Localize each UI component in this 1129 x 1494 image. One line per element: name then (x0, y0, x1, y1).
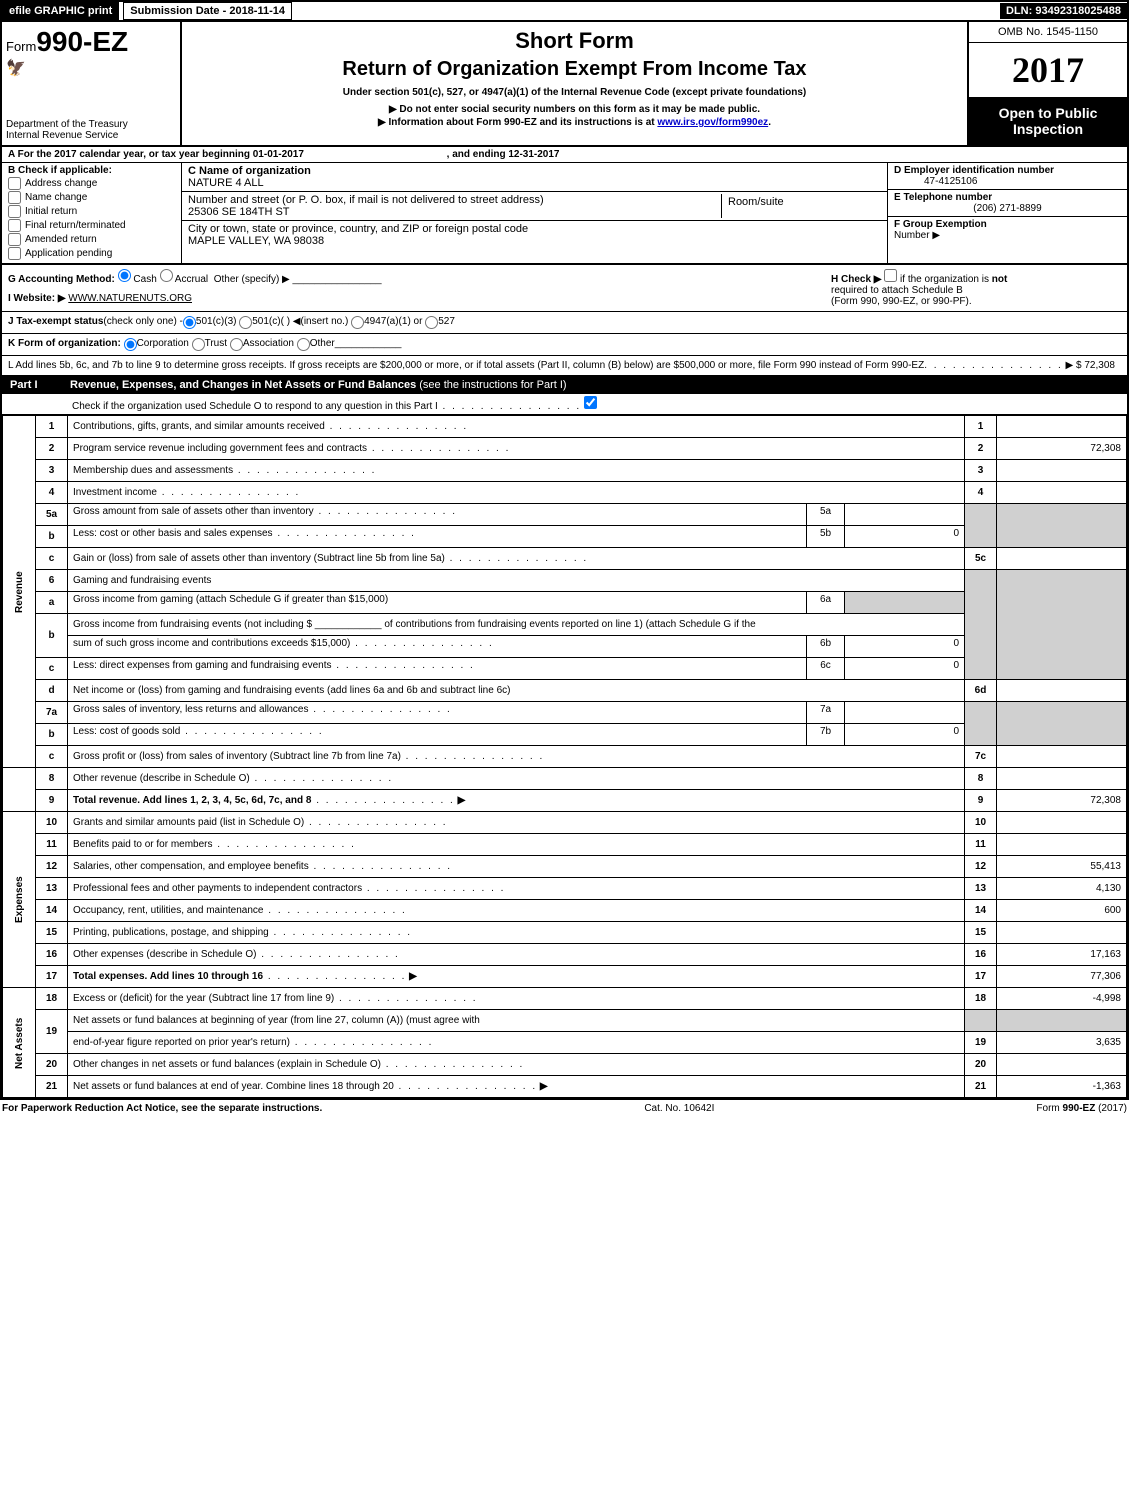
revenue-label: Revenue (3, 416, 36, 768)
netassets-label: Net Assets (3, 988, 36, 1098)
instructions-link[interactable]: www.irs.gov/form990ez (657, 117, 768, 128)
org-corporation[interactable] (124, 338, 137, 351)
box-e: E Telephone number (206) 271-8899 (888, 190, 1127, 217)
chk-final-return[interactable] (8, 219, 21, 232)
room-suite: Room/suite (721, 194, 881, 218)
row-l: L Add lines 5b, 6c, and 7b to line 9 to … (2, 355, 1127, 375)
chk-address-change[interactable] (8, 177, 21, 190)
short-form-label: Short Form (192, 28, 957, 54)
top-bar: efile GRAPHIC print Submission Date - 20… (2, 2, 1127, 20)
status-527[interactable] (425, 316, 438, 329)
box-h: H Check ▶ if the organization is not req… (821, 269, 1121, 307)
part-1-table: Revenue 1Contributions, gifts, grants, a… (2, 415, 1127, 1098)
efile-print-button[interactable]: efile GRAPHIC print (2, 2, 119, 20)
row-k: K Form of organization: Corporation Trus… (2, 333, 1127, 355)
acct-accrual[interactable] (160, 269, 173, 282)
status-501c[interactable] (239, 316, 252, 329)
chk-application-pending[interactable] (8, 247, 21, 260)
form-number: Form990-EZ (6, 26, 176, 58)
instructions-line: ▶ Information about Form 990-EZ and its … (192, 117, 957, 128)
header: Form990-EZ 🦅 Department of the Treasury … (2, 20, 1127, 145)
chk-amended-return[interactable] (8, 233, 21, 246)
org-city: MAPLE VALLEY, WA 98038 (188, 235, 881, 247)
open-to-public: Open to PublicInspection (969, 97, 1127, 145)
row-j: J Tax-exempt status(check only one) - 50… (2, 311, 1127, 333)
part-1-sub: Check if the organization used Schedule … (2, 394, 1127, 415)
chk-name-change[interactable] (8, 191, 21, 204)
chk-initial-return[interactable] (8, 205, 21, 218)
submission-date: Submission Date - 2018-11-14 (123, 2, 292, 20)
info-block: B Check if applicable: Address change Na… (2, 162, 1127, 263)
chk-schedule-o[interactable] (584, 396, 597, 409)
org-street: 25306 SE 184TH ST (188, 206, 721, 218)
box-f: F Group Exemption Number ▶ (888, 217, 1127, 243)
box-b: B Check if applicable: Address change Na… (2, 163, 182, 263)
acct-cash[interactable] (118, 269, 131, 282)
org-trust[interactable] (192, 338, 205, 351)
department: Department of the Treasury Internal Reve… (6, 119, 176, 141)
under-section: Under section 501(c), 527, or 4947(a)(1)… (192, 87, 957, 98)
row-g-h: G Accounting Method: Cash Accrual Other … (2, 263, 1127, 311)
chk-schedule-b[interactable] (884, 269, 897, 282)
dln: DLN: 93492318025488 (1000, 3, 1127, 19)
form-title: Return of Organization Exempt From Incom… (192, 58, 957, 81)
expenses-label: Expenses (3, 812, 36, 988)
org-other[interactable] (297, 338, 310, 351)
org-association[interactable] (230, 338, 243, 351)
eagle-icon: 🦅 (6, 58, 176, 78)
line-a: A For the 2017 calendar year, or tax yea… (2, 145, 1127, 162)
tax-year: 2017 (969, 43, 1127, 97)
omb-number: OMB No. 1545-1150 (969, 22, 1127, 43)
status-4947[interactable] (351, 316, 364, 329)
form-990ez: efile GRAPHIC print Submission Date - 20… (0, 0, 1129, 1100)
ssn-warning: ▶ Do not enter social security numbers o… (192, 104, 957, 115)
footer: For Paperwork Reduction Act Notice, see … (0, 1100, 1129, 1117)
website: WWW.NATURENUTS.ORG (68, 293, 192, 304)
org-name: NATURE 4 ALL (188, 177, 881, 189)
status-501c3[interactable] (183, 316, 196, 329)
box-d: D Employer identification number 47-4125… (888, 163, 1127, 190)
part-1-header: Part I Revenue, Expenses, and Changes in… (2, 375, 1127, 394)
box-c: C Name of organization NATURE 4 ALL Numb… (182, 163, 887, 263)
